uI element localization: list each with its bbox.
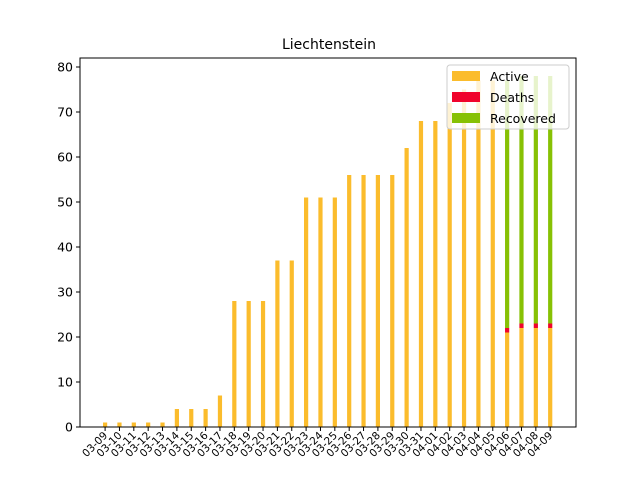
bar-active-03-24 (318, 197, 323, 427)
legend: Active Deaths Recovered (446, 64, 570, 130)
bar-active-03-21 (275, 260, 280, 427)
legend-label-recovered: Recovered (490, 111, 556, 126)
y-tick-label: 10 (57, 375, 73, 390)
bar-recovered-04-09 (548, 76, 553, 324)
bar-active-03-09 (103, 422, 108, 427)
legend-swatch-active (452, 71, 480, 81)
bar-active-03-29 (390, 175, 395, 427)
bar-deaths-04-07 (519, 323, 524, 328)
bar-deaths-04-08 (533, 323, 538, 328)
bar-active-03-14 (174, 409, 179, 427)
legend-swatch-deaths (452, 92, 480, 102)
bar-active-03-17 (217, 395, 223, 427)
bar-active-03-18 (232, 301, 237, 427)
plot-frame (79, 57, 577, 428)
bar-active-04-07 (519, 328, 524, 427)
bar-active-03-25 (332, 197, 337, 427)
y-tick-label: 20 (57, 330, 73, 345)
y-tick-label: 0 (65, 420, 73, 435)
bar-active-04-02 (447, 103, 452, 427)
bar-active-03-23 (304, 197, 309, 427)
y-tick-label: 40 (57, 240, 73, 255)
bar-deaths-04-06 (505, 328, 510, 333)
bars-layer (103, 76, 553, 427)
bar-recovered-04-07 (519, 76, 524, 324)
bar-active-04-03 (461, 89, 467, 427)
bar-active-03-30 (404, 148, 409, 427)
bar-active-03-31 (418, 121, 424, 427)
bar-active-04-06 (505, 332, 510, 427)
bar-deaths-04-09 (548, 323, 553, 328)
bar-active-03-19 (246, 301, 251, 427)
y-tick-label: 60 (57, 150, 73, 165)
bar-recovered-04-08 (533, 76, 538, 324)
bar-active-04-01 (433, 121, 438, 427)
y-tick-label: 70 (57, 105, 73, 120)
y-tick-label: 80 (57, 60, 73, 75)
bar-active-03-27 (361, 175, 366, 427)
legend-swatch-recovered (452, 113, 480, 123)
bar-active-03-22 (289, 260, 294, 427)
chart-title: Liechtenstein (282, 37, 376, 53)
y-axis: 0 10 20 30 40 50 60 70 80 (57, 60, 80, 435)
y-tick-label: 50 (57, 195, 73, 210)
bar-active-04-05 (490, 80, 495, 427)
bar-active-03-10 (117, 422, 122, 427)
bar-active-03-28 (375, 175, 380, 427)
y-tick-label: 30 (57, 285, 73, 300)
legend-label-deaths: Deaths (490, 90, 534, 105)
bar-active-04-09 (548, 328, 553, 427)
bar-recovered-04-06 (505, 80, 510, 328)
bar-active-03-12 (146, 422, 151, 427)
bar-active-03-11 (131, 422, 136, 427)
x-axis: 03-0903-1003-1103-1203-1303-1403-1503-16… (80, 427, 555, 460)
bar-active-03-13 (160, 422, 165, 427)
bar-active-04-08 (533, 328, 538, 427)
bar-active-03-16 (203, 409, 208, 427)
bar-active-03-20 (260, 301, 266, 427)
bar-active-03-26 (347, 175, 352, 427)
bar-active-03-15 (189, 409, 194, 427)
bar-active-04-04 (476, 80, 481, 427)
legend-label-active: Active (490, 69, 529, 84)
